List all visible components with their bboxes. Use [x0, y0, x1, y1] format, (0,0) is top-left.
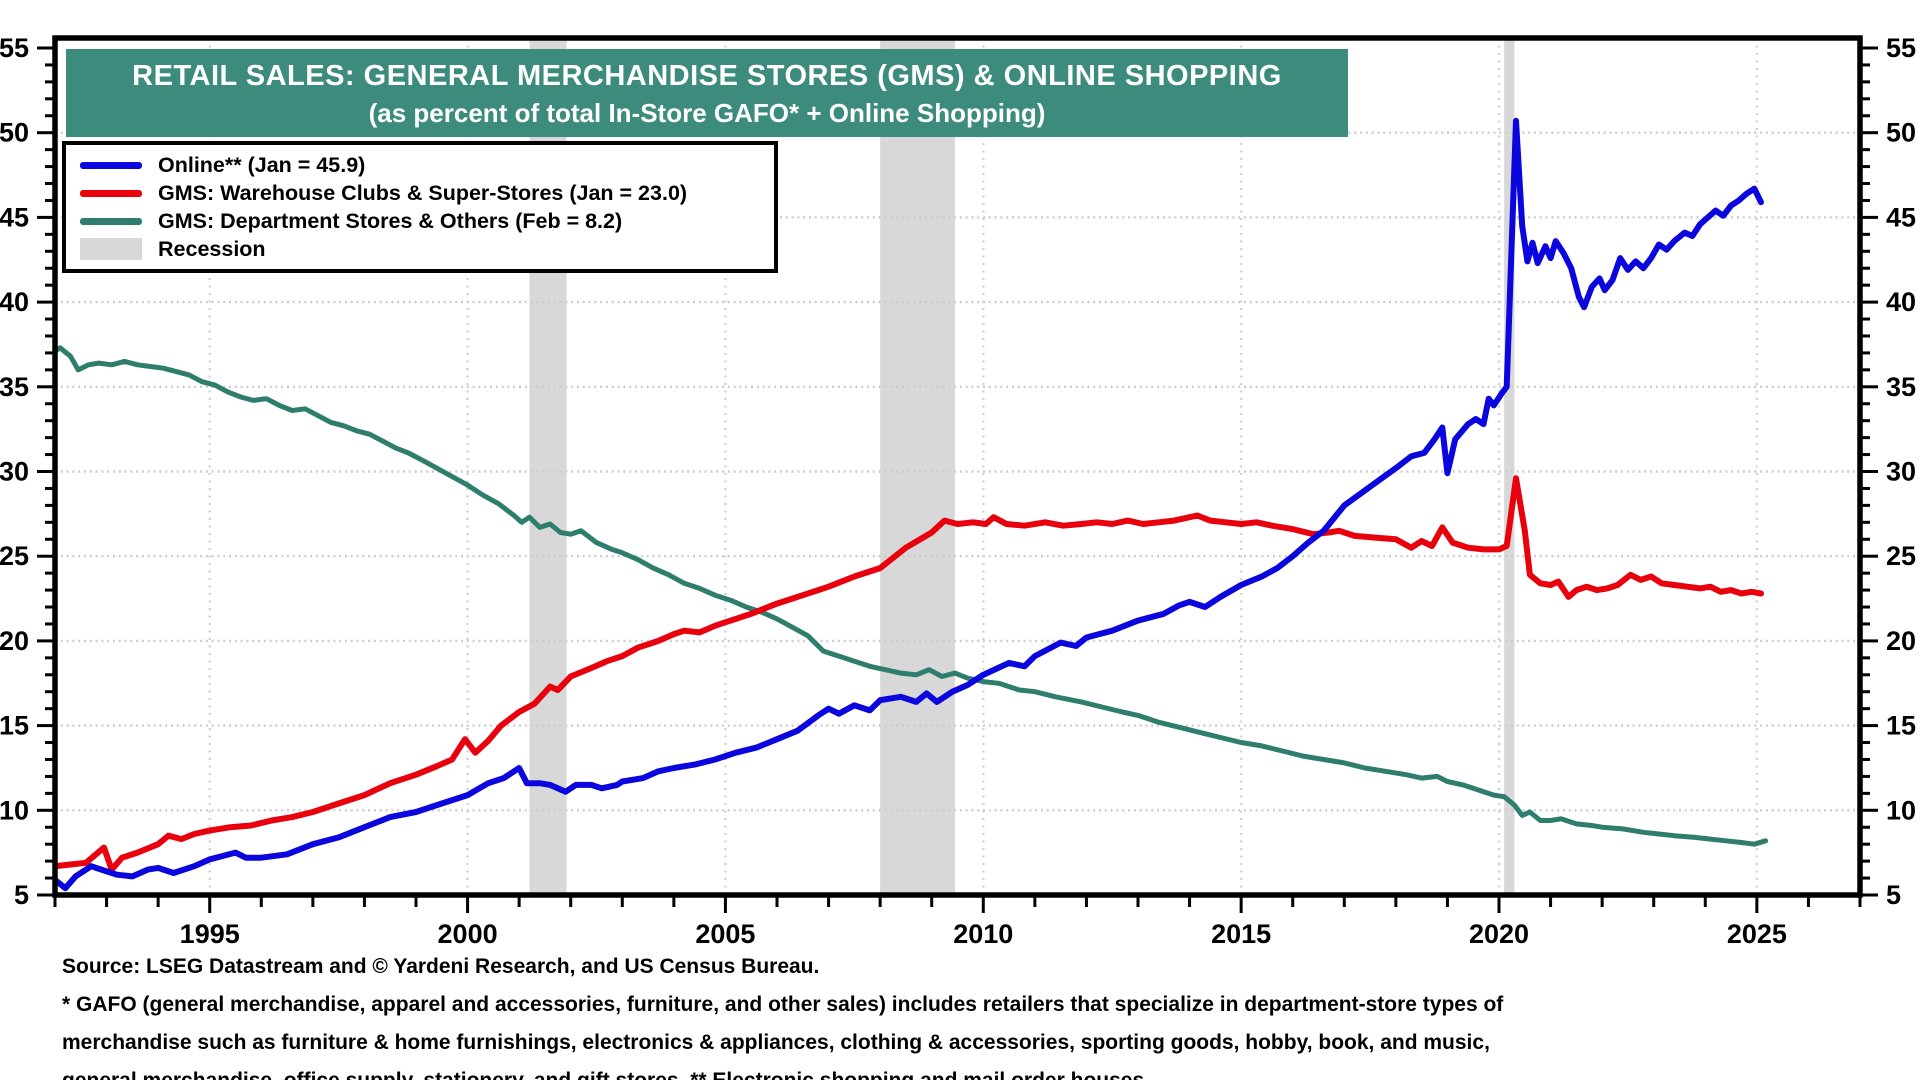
y-tick-label-left: 45: [0, 202, 29, 232]
legend-line-icon: [80, 189, 142, 197]
y-tick-label-left: 20: [0, 626, 29, 656]
x-tick-label: 2010: [953, 919, 1013, 949]
y-tick-label-right: 5: [1886, 880, 1901, 910]
series-online-line: [55, 117, 1764, 892]
footnote-line: merchandise such as furniture & home fur…: [62, 1031, 1490, 1054]
y-tick-label-left: 30: [0, 457, 29, 487]
legend-item: Recession: [80, 235, 764, 263]
y-tick-label-left: 5: [14, 880, 29, 910]
x-tick-label: 2005: [695, 919, 755, 949]
y-tick-label-left: 50: [0, 118, 29, 148]
y-tick-label-left: 10: [0, 795, 29, 825]
legend-line-icon: [80, 217, 142, 225]
series-warehouse-line: [55, 475, 1764, 873]
footnotes: Source: LSEG Datastream and © Yardeni Re…: [62, 948, 1662, 1080]
series-dept-line: [55, 345, 1769, 847]
legend: Online** (Jan = 45.9) GMS: Warehouse Club…: [62, 141, 778, 273]
legend-label: Online** (Jan = 45.9): [158, 152, 366, 177]
legend-label: Recession: [158, 236, 266, 261]
y-tick-label-left: 35: [0, 372, 29, 402]
chart-title: RETAIL SALES: GENERAL MERCHANDISE STORES…: [132, 60, 1282, 92]
recession-band: [880, 38, 955, 895]
y-tick-label-right: 10: [1886, 795, 1916, 825]
x-tick-label: 2020: [1469, 919, 1529, 949]
legend-label: GMS: Warehouse Clubs & Super-Stores (Jan…: [158, 180, 688, 205]
x-tick-label: 2000: [438, 919, 498, 949]
footnote-line: * GAFO (general merchandise, apparel and…: [62, 993, 1504, 1016]
y-tick-label-right: 50: [1886, 118, 1916, 148]
y-tick-label-left: 25: [0, 541, 29, 571]
x-tick-label: 2025: [1727, 919, 1787, 949]
chart-subtitle: (as percent of total In-Store GAFO* + On…: [368, 98, 1046, 128]
legend-line-icon: [80, 161, 142, 169]
recession-band: [1504, 38, 1515, 895]
y-tick-label-left: 40: [0, 287, 29, 317]
legend-item: GMS: Department Stores & Others (Feb = 8…: [80, 207, 764, 235]
y-tick-label-left: 15: [0, 711, 29, 741]
x-tick-label: 2015: [1211, 919, 1271, 949]
chart-title-banner: RETAIL SALES: GENERAL MERCHANDISE STORES…: [66, 49, 1348, 137]
y-tick-label-right: 45: [1886, 202, 1916, 232]
y-tick-label-left: 55: [0, 33, 29, 63]
plot-border: [52, 35, 1863, 898]
y-tick-label-right: 30: [1886, 457, 1916, 487]
y-tick-label-right: 15: [1886, 711, 1916, 741]
y-tick-label-right: 35: [1886, 372, 1916, 402]
y-tick-label-right: 40: [1886, 287, 1916, 317]
y-tick-label-right: 55: [1886, 33, 1916, 63]
x-tick-label: 1995: [180, 919, 240, 949]
legend-item: GMS: Warehouse Clubs & Super-Stores (Jan…: [80, 179, 764, 207]
y-tick-label-right: 25: [1886, 541, 1916, 571]
source-line: Source: LSEG Datastream and © Yardeni Re…: [62, 955, 820, 978]
footnote-line: general merchandise, office supply, stat…: [62, 1062, 1662, 1080]
y-tick-label-right: 20: [1886, 626, 1916, 656]
recession-swatch-icon: [80, 238, 142, 260]
legend-item: Online** (Jan = 45.9): [80, 151, 764, 179]
legend-label: GMS: Department Stores & Others (Feb = 8…: [158, 208, 623, 233]
